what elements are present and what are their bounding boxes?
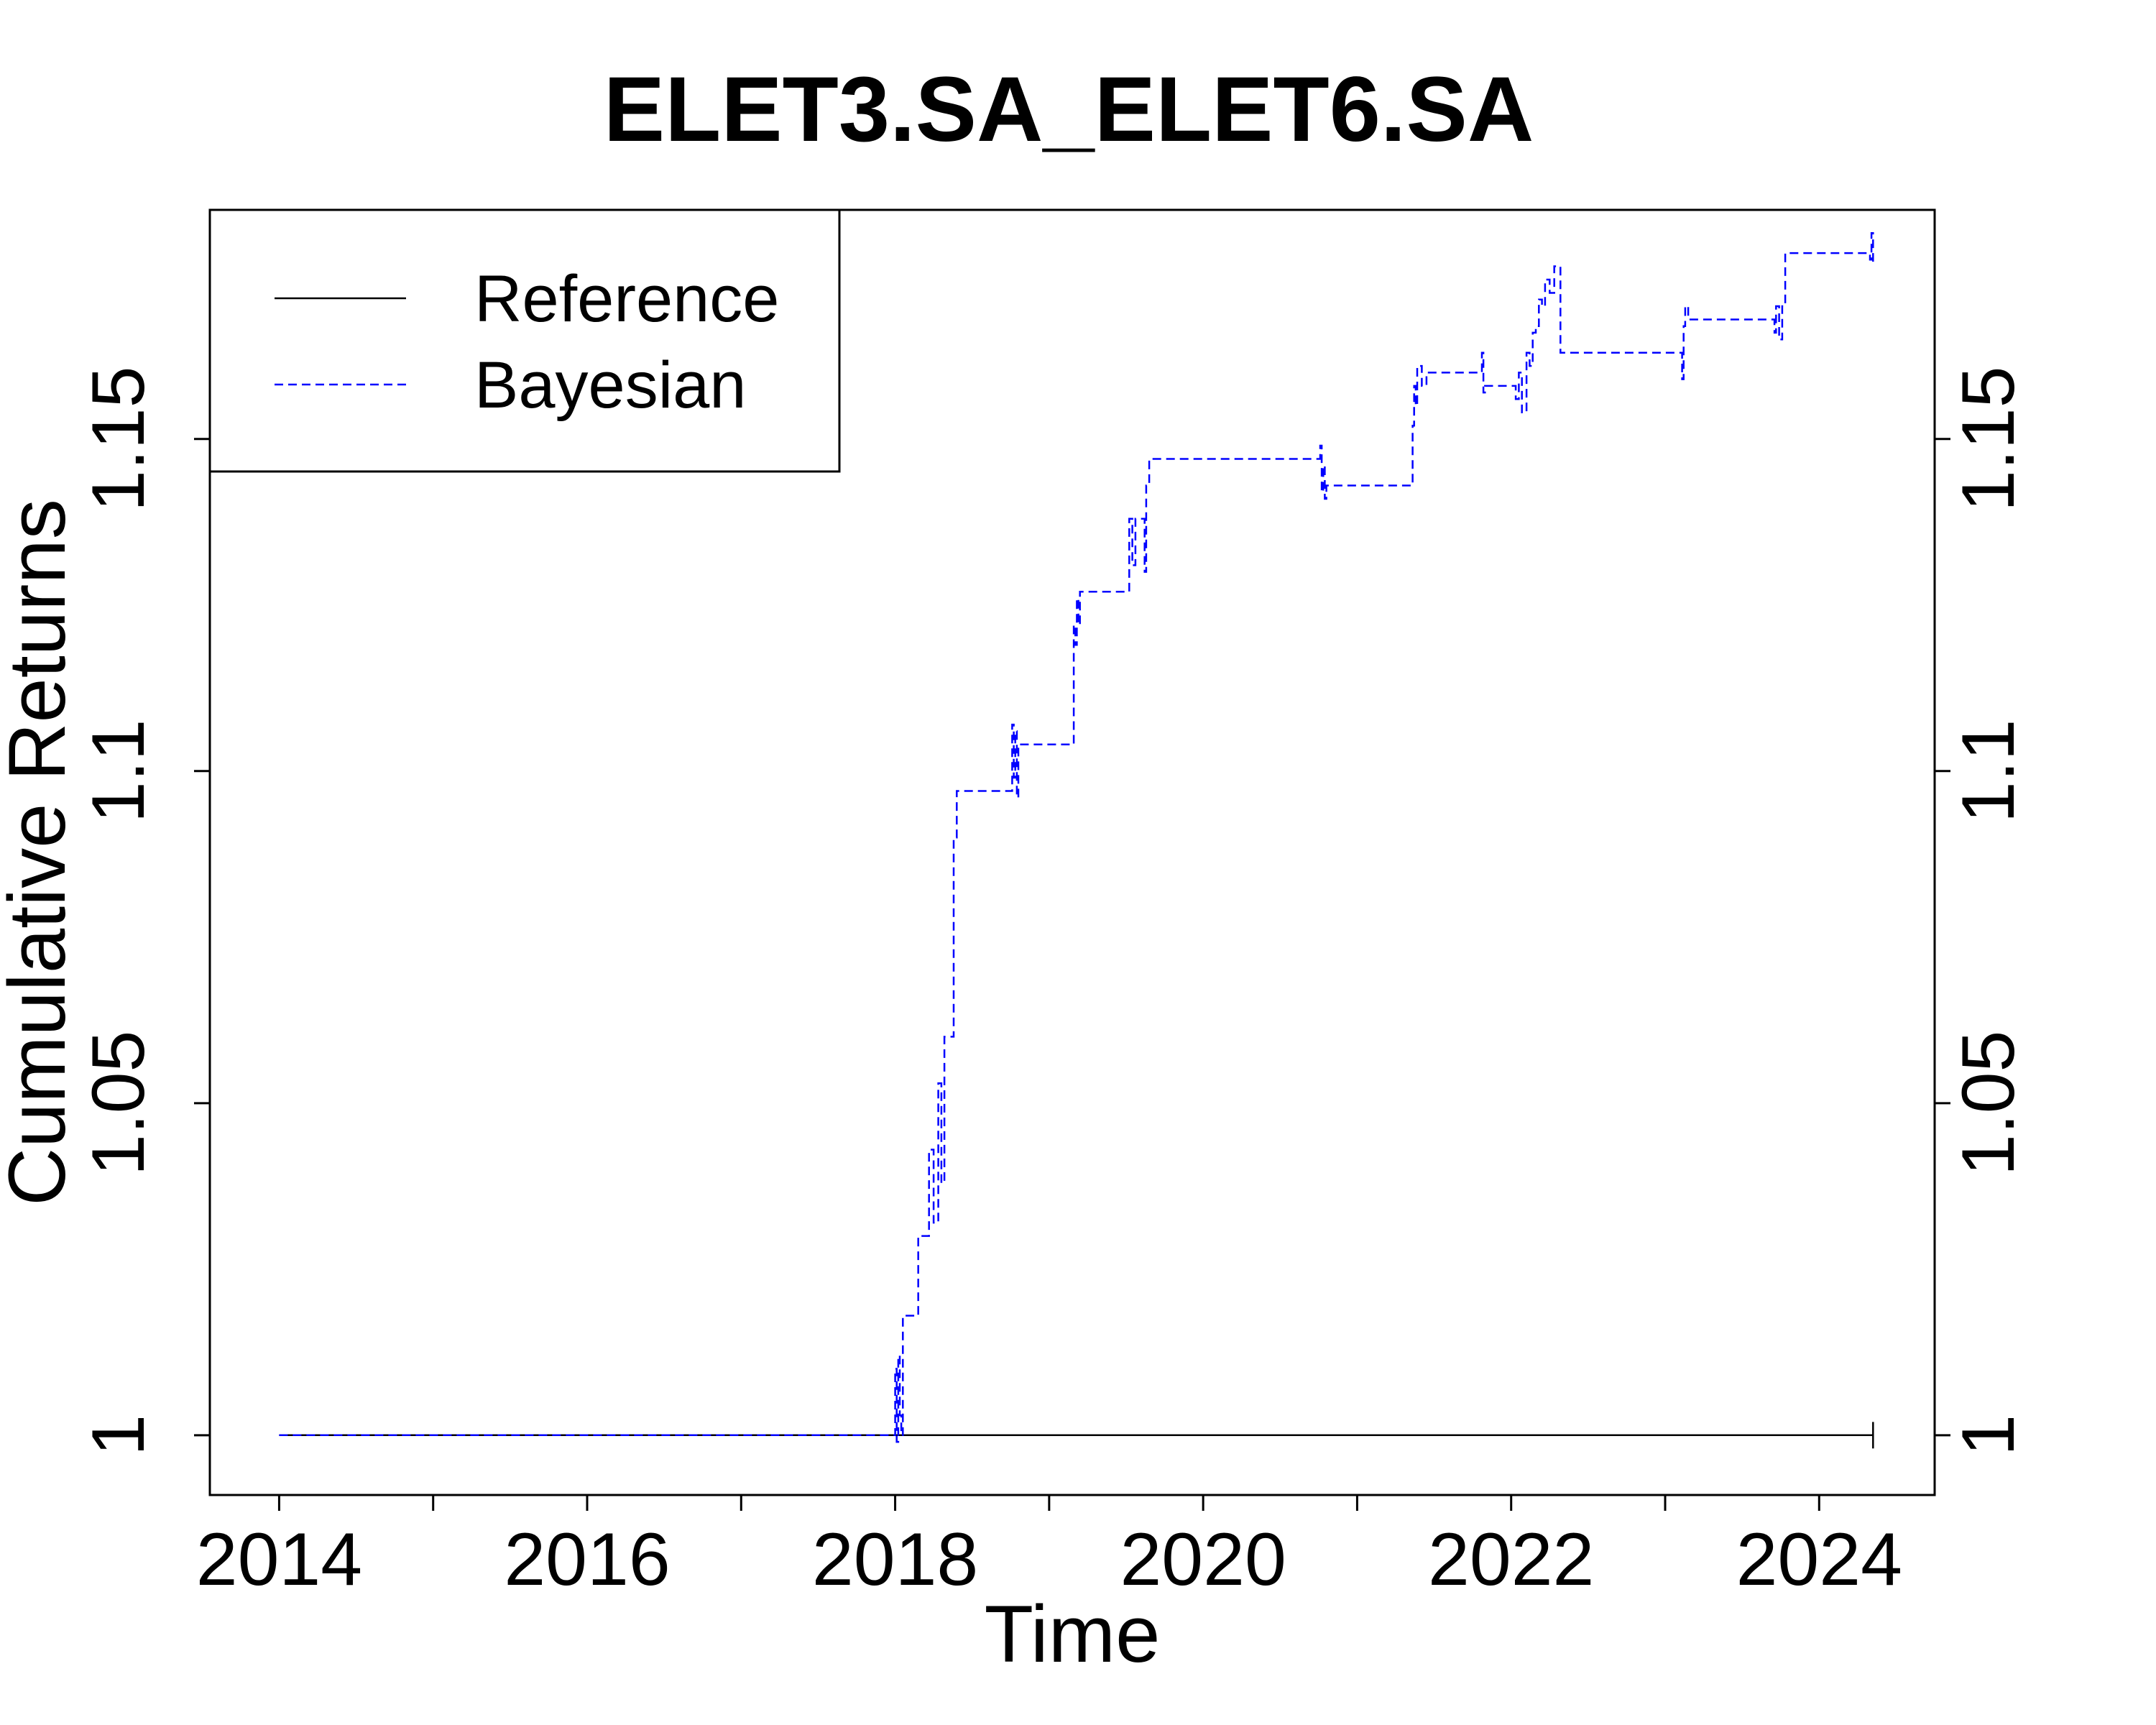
y-tick-label-right: 1 bbox=[1947, 1414, 2030, 1456]
chart-title: ELET3.SA_ELET6.SA bbox=[604, 58, 1534, 161]
x-tick-label: 2014 bbox=[196, 1518, 362, 1601]
x-tick-label: 2024 bbox=[1736, 1518, 1902, 1601]
x-axis: 2014 2016 2018 2020 2022 2024 bbox=[196, 1494, 1902, 1601]
legend-label-reference: Reference bbox=[474, 262, 779, 336]
y-axis-left: 1 1.05 1.1 1.15 bbox=[77, 367, 210, 1456]
x-tick-label: 2020 bbox=[1120, 1518, 1286, 1601]
series-lines bbox=[279, 232, 1874, 1449]
y-tick-label-right: 1.05 bbox=[1947, 1031, 2030, 1176]
x-axis-label: Time bbox=[985, 1589, 1161, 1679]
legend-box bbox=[208, 208, 841, 473]
x-tick-label: 2018 bbox=[812, 1518, 978, 1601]
y-tick-label-left: 1.15 bbox=[77, 367, 160, 512]
y-axis-right: 1 1.05 1.1 1.15 bbox=[1935, 367, 2030, 1456]
legend: Reference Bayesian bbox=[208, 208, 841, 473]
series-line-reference bbox=[279, 1422, 1874, 1449]
x-tick-label: 2022 bbox=[1428, 1518, 1594, 1601]
x-tick-label: 2016 bbox=[504, 1518, 670, 1601]
y-tick-label-left: 1.1 bbox=[77, 719, 160, 824]
y-tick-label-right: 1.15 bbox=[1947, 367, 2030, 512]
legend-label-bayesian: Bayesian bbox=[474, 349, 746, 422]
y-axis-label: Cumulative Returns bbox=[0, 499, 82, 1206]
series-line-bayesian bbox=[279, 232, 1874, 1443]
y-tick-label-left: 1.05 bbox=[77, 1031, 160, 1176]
y-tick-label-right: 1.1 bbox=[1947, 719, 2030, 824]
y-tick-label-left: 1 bbox=[77, 1414, 160, 1456]
